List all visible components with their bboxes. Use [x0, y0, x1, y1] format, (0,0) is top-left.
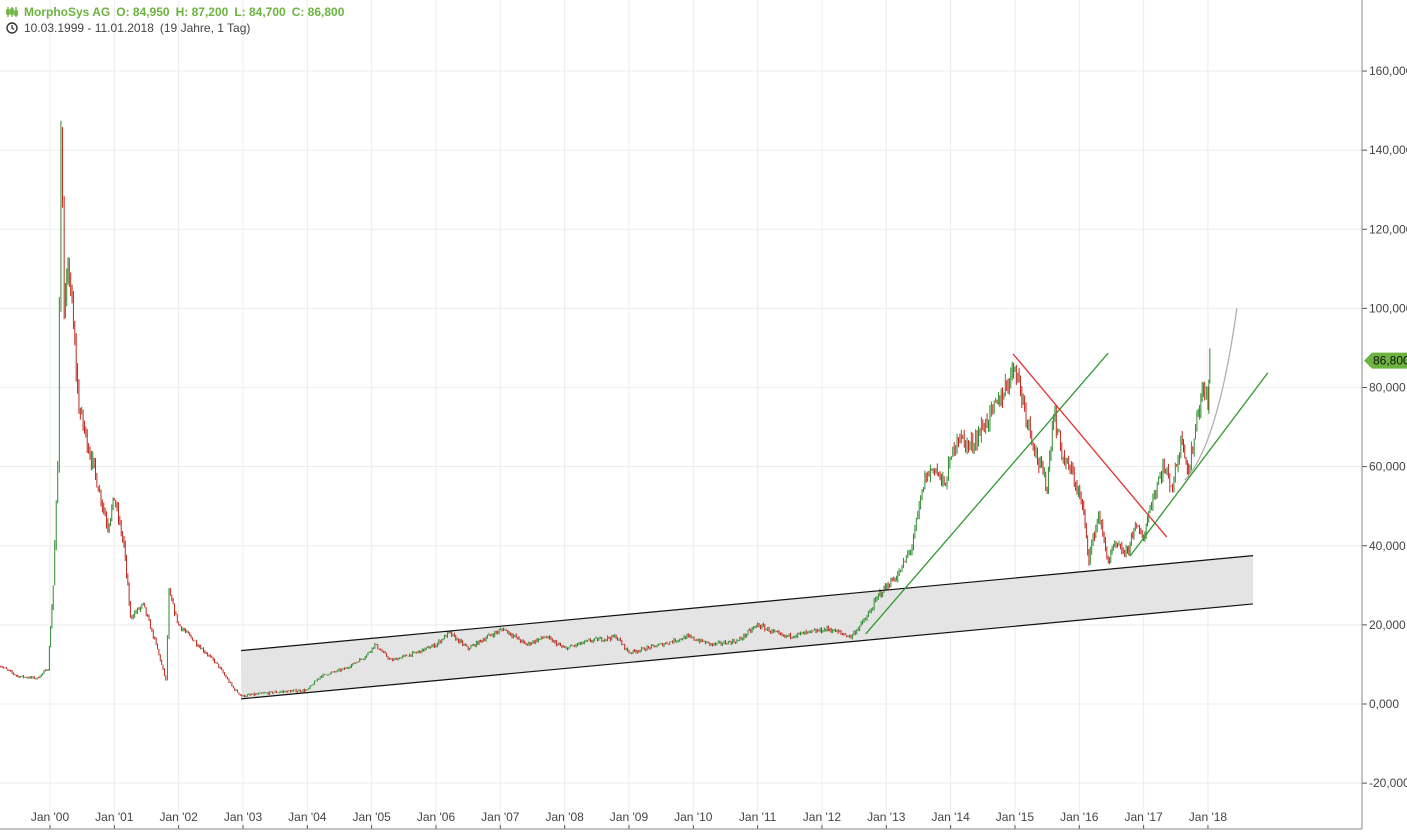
chart-legend: MorphoSys AG O: 84,950 H: 87,200 L: 84,7…	[6, 4, 344, 36]
x-tick-label: Jan '11	[739, 810, 777, 824]
trendlines[interactable]	[241, 307, 1269, 700]
y-tick-label: 60,000	[1369, 460, 1406, 474]
x-tick-label: Jan '08	[545, 810, 584, 824]
x-tick-label: Jan '17	[1124, 810, 1163, 824]
close-value: C: 86,800	[291, 5, 345, 19]
x-tick-label: Jan '10	[674, 810, 713, 824]
x-tick-label: Jan '05	[352, 810, 391, 824]
x-tick-label: Jan '14	[931, 810, 970, 824]
open-value: O: 84,950	[116, 5, 170, 19]
x-tick-label: Jan '02	[159, 810, 198, 824]
high-value: H: 87,200	[175, 5, 229, 19]
x-tick-label: Jan '12	[803, 810, 842, 824]
projection-curve	[1184, 307, 1238, 481]
uptrend-line	[1129, 372, 1269, 557]
x-tick-label: Jan '09	[610, 810, 649, 824]
y-tick-label: 100,000	[1369, 301, 1407, 315]
y-tick-label: 0,000	[1369, 697, 1399, 711]
instrument-name: MorphoSys AG	[24, 5, 111, 19]
x-tick-label: Jan '04	[288, 810, 327, 824]
clock-icon	[6, 22, 18, 34]
x-tick-label: Jan '15	[996, 810, 1035, 824]
last-price-label: 86,800	[1373, 354, 1407, 368]
channel	[241, 555, 1253, 699]
y-tick-label: 40,000	[1369, 539, 1406, 553]
y-tick-label: 160,000	[1369, 64, 1407, 78]
channel-line	[241, 603, 1254, 700]
y-tick-label: 20,000	[1369, 618, 1406, 632]
date-range: 10.03.1999 - 11.01.2018	[24, 21, 154, 35]
y-tick-label: 80,000	[1369, 381, 1406, 395]
channel-line	[241, 555, 1254, 652]
price-bars	[0, 120, 1211, 698]
candlestick-icon	[6, 7, 18, 17]
downtrend-line	[1012, 353, 1168, 538]
x-tick-label: Jan '06	[417, 810, 456, 824]
uptrend-line	[865, 352, 1109, 635]
x-tick-label: Jan '00	[31, 810, 70, 824]
y-tick-label: 120,000	[1369, 222, 1407, 236]
channel-fill	[241, 555, 1253, 699]
y-tick-label: -20,000	[1369, 776, 1407, 790]
low-value: L: 84,700	[234, 5, 286, 19]
y-tick-label: 140,000	[1369, 143, 1407, 157]
x-tick-label: Jan '03	[224, 810, 263, 824]
x-tick-label: Jan '13	[867, 810, 906, 824]
x-tick-label: Jan '16	[1060, 810, 1099, 824]
x-tick-label: Jan '01	[95, 810, 134, 824]
x-tick-label: Jan '07	[481, 810, 520, 824]
x-tick-label: Jan '18	[1189, 810, 1228, 824]
last-price-badge	[1364, 352, 1407, 369]
gridlines	[0, 0, 1362, 829]
duration: (19 Jahre, 1 Tag)	[159, 21, 251, 35]
